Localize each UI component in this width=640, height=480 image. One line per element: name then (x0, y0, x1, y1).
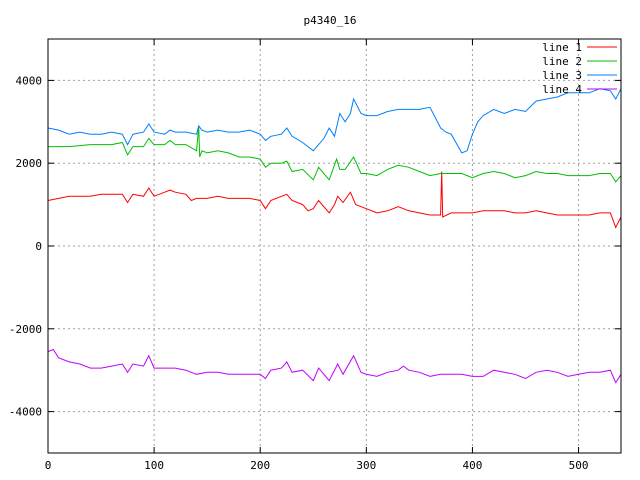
y-tick-label: -2000 (9, 323, 42, 336)
x-tick-label: 300 (356, 459, 376, 472)
x-tick-label: 200 (250, 459, 270, 472)
y-axis: -4000 -2000 0 2000 4000 (9, 74, 621, 419)
x-axis: 0 100 200 300 400 500 (45, 39, 589, 472)
y-tick-label: 2000 (16, 157, 43, 170)
series-line-3 (47, 88, 622, 154)
series-group (47, 88, 622, 384)
series-line-4 (47, 348, 622, 384)
chart-title: p4340_16 (304, 14, 357, 27)
x-tick-label: 0 (45, 459, 52, 472)
y-tick-label: 4000 (16, 74, 43, 87)
y-tick-label: -4000 (9, 406, 42, 419)
plot-border (47, 38, 622, 454)
y-tick-label: 0 (35, 240, 42, 253)
legend-label: line 1 (542, 41, 582, 54)
x-tick-label: 500 (569, 459, 589, 472)
grid (47, 39, 621, 453)
x-tick-label: 400 (463, 459, 483, 472)
series-line-1 (47, 171, 622, 229)
legend-label: line 3 (542, 69, 582, 82)
legend-label: line 2 (542, 55, 582, 68)
series-line-2 (48, 125, 622, 183)
legend-label: line 4 (542, 83, 582, 96)
x-tick-label: 100 (144, 459, 164, 472)
